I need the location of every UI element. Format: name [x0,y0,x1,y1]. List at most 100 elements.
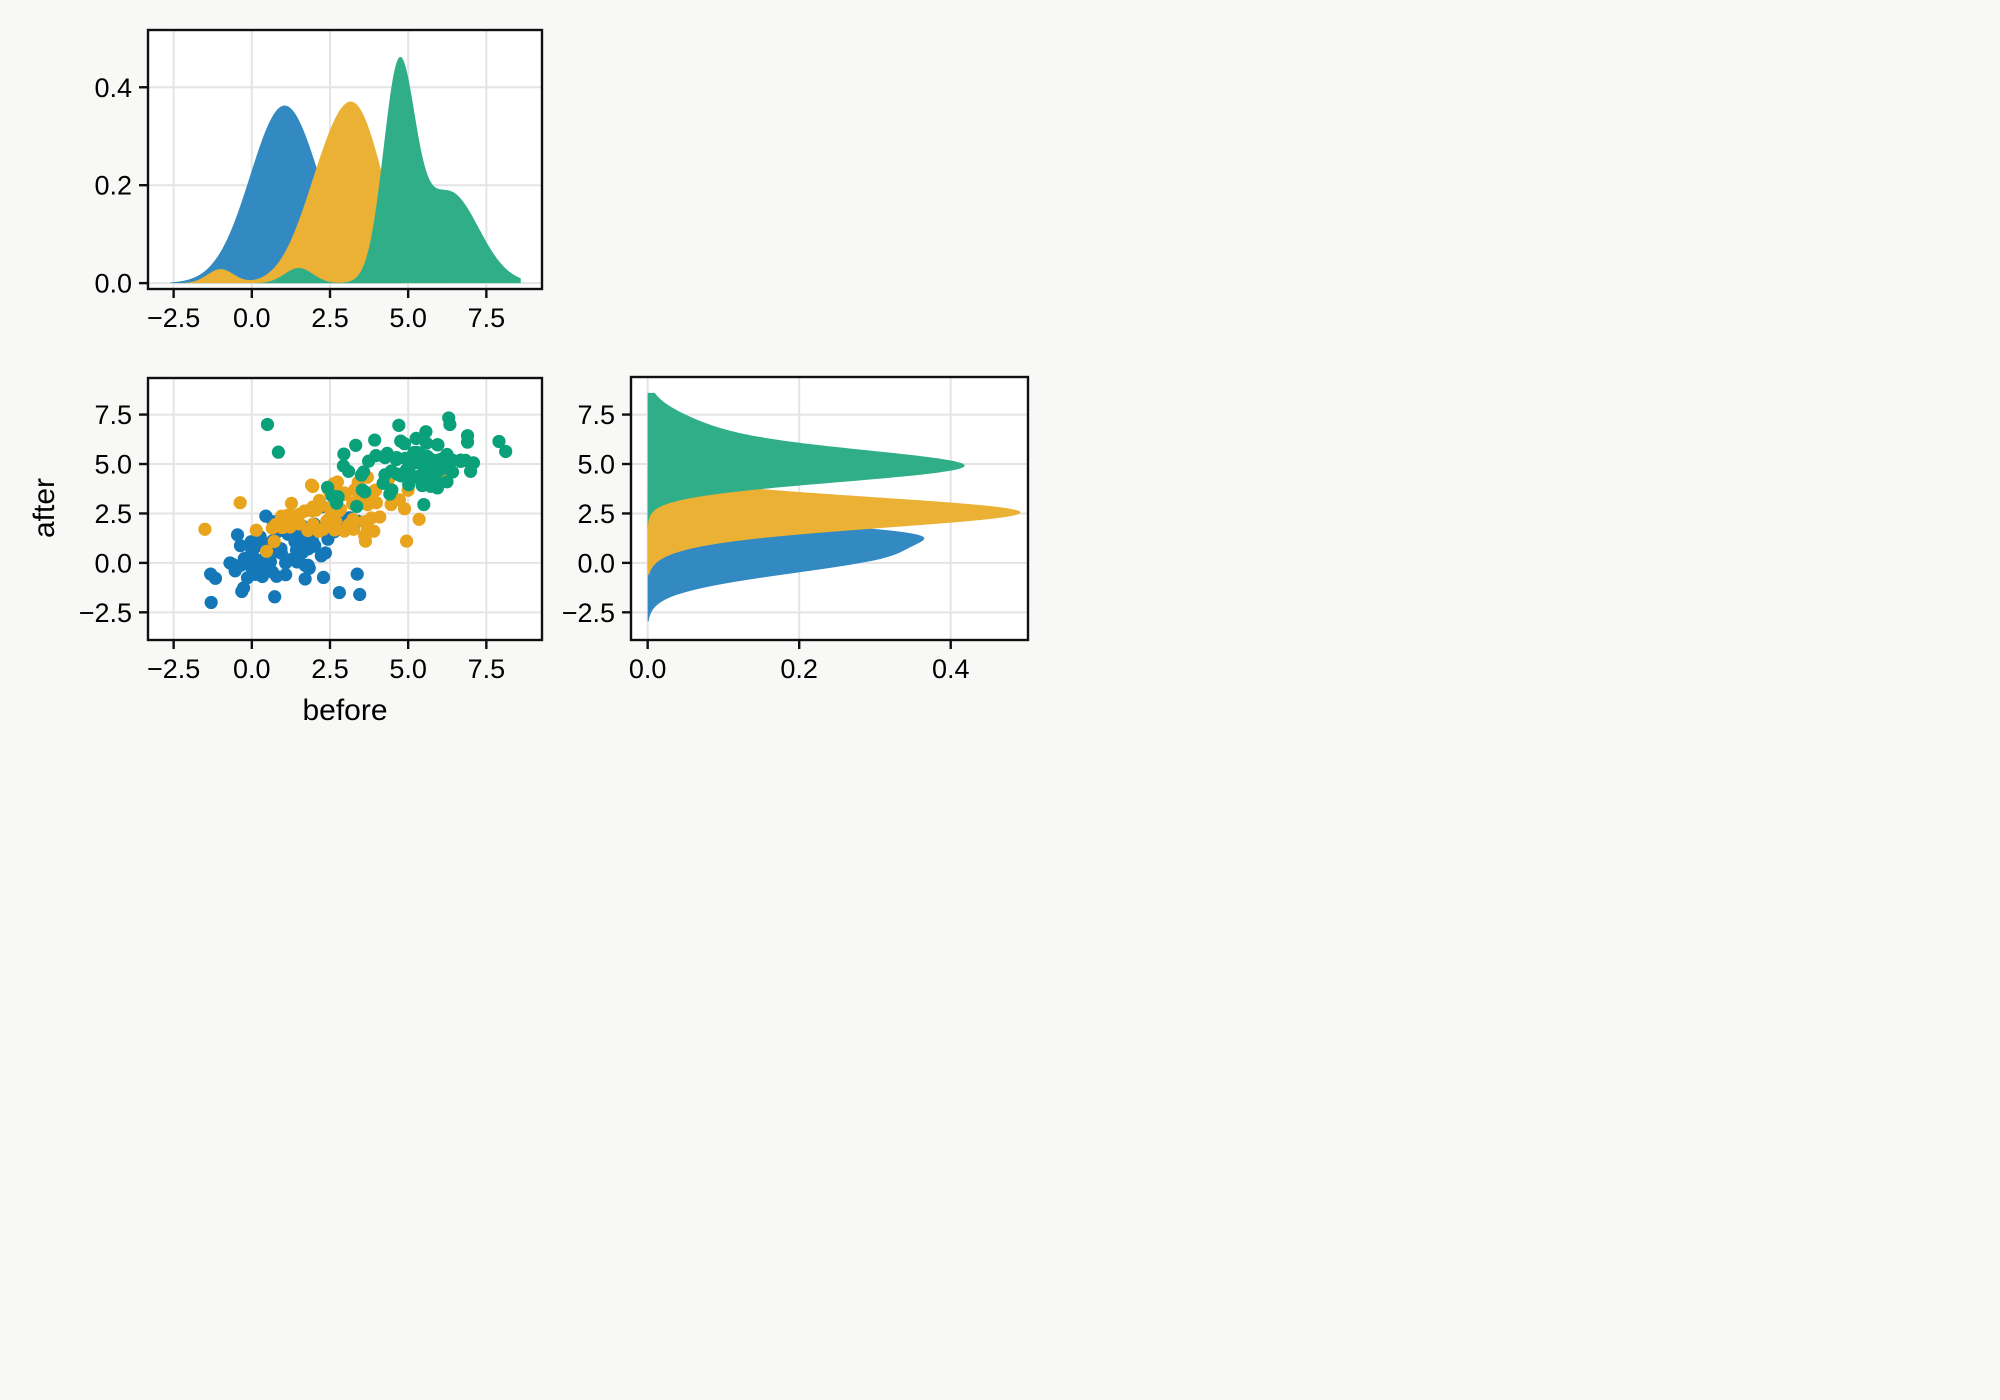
scatter-point-group-2 [198,522,212,536]
scatter-plot: −2.5 0.0 2.5 5.0 7.5 −2.5 0.0 2.5 5.0 7.5 [79,376,544,684]
plot-frame [146,376,544,642]
y-tick-label: 7.5 [94,400,132,430]
scatter-point-group-2 [249,523,263,537]
scatter-point-group-3 [320,480,335,494]
y-tick-label: 0.0 [94,269,132,299]
scatter-point-group-1 [321,532,335,546]
x-axis-label: before [302,694,388,727]
scatter-point-group-3 [383,487,397,501]
scatter-point-group-3 [445,453,460,467]
x-tick-label: 0.0 [629,654,667,684]
scatter-point-group-3 [350,499,364,514]
scatter-point-group-3 [349,438,363,452]
scatter-point-group-1 [350,567,364,581]
plot-frame [629,375,1030,642]
x-tick-label: 7.5 [468,303,506,333]
scatter-point-group-2 [284,496,299,510]
scatter-point-group-3 [440,475,454,489]
scatter-point-group-1 [237,581,251,595]
y-tick-label: 0.4 [94,73,132,103]
scatter-point-group-2 [412,512,426,526]
y-tick-label: 0.2 [94,171,132,201]
scatter-point-group-1 [230,528,245,542]
kde-area-group-3 [647,392,965,530]
scatter-point-group-2 [233,496,247,510]
scatter-point-group-3 [380,446,394,460]
plot-frame [146,28,544,291]
x-tick-label: 7.5 [468,654,506,684]
x-tick-label: −2.5 [147,303,200,333]
scatter-point-group-3 [368,433,382,447]
scatter-point-group-1 [259,509,273,523]
scatter-point-group-2 [384,497,398,512]
scatter-point-group-3 [417,497,431,512]
data-layer [647,392,1021,622]
y-tick-label: 0.0 [577,548,615,578]
kde-area-group-3 [254,56,521,284]
scatter-point-group-3 [337,447,351,461]
scatter-point-group-1 [208,571,223,585]
y-tick-label: 5.0 [94,450,132,480]
y-tick-label: 5.0 [577,450,615,480]
scatter-point-group-3 [358,485,372,499]
scatter-point-group-3 [409,431,423,446]
y-tick-label: −2.5 [79,598,132,628]
scatter-point-group-2 [369,496,383,510]
scatter-point-group-3 [410,456,424,470]
x-tick-label: 2.5 [311,654,349,684]
scatter-point-group-2 [301,523,315,538]
x-tick-label: 0.4 [932,654,970,684]
scatter-point-group-1 [298,572,312,586]
scatter-point-group-3 [260,417,275,432]
scatter-point-group-1 [308,538,322,553]
x-tick-label: 2.5 [311,303,349,333]
kde-area-group-2 [647,465,1021,575]
scatter-point-group-2 [341,518,356,532]
scatter-point-group-3 [392,418,406,432]
scatter-point-group-2 [259,544,274,558]
scatter-point-group-2 [267,534,281,549]
scatter-point-group-1 [250,561,264,575]
y-tick-label: −2.5 [562,598,615,628]
y-axis-label: after [28,477,61,539]
scatter-point-group-3 [492,434,506,449]
data-layer [198,411,513,610]
scatter-point-group-3 [271,445,285,459]
scatter-point-group-1 [233,539,248,553]
scatter-point-group-2 [265,521,279,535]
y-tick-label: 2.5 [94,499,132,529]
scatter-point-group-3 [437,461,451,475]
scatter-point-group-3 [430,438,445,452]
scatter-point-group-1 [204,595,218,610]
scatter-point-group-2 [309,503,323,517]
scatter-point-group-1 [316,570,331,585]
x-tick-label: 5.0 [389,303,427,333]
scatter-point-group-1 [314,549,328,563]
scatter-point-group-2 [292,507,306,521]
scatter-point-group-3 [357,465,371,479]
y-tick-label: 2.5 [577,499,615,529]
scatter-point-group-2 [400,534,414,548]
scatter-point-group-1 [332,585,346,600]
scatter-point-group-3 [331,490,345,504]
scatter-point-group-3 [336,459,350,473]
scatter-point-group-1 [301,558,315,572]
y-tick-label: 0.0 [94,548,132,578]
scatter-point-group-3 [397,437,412,451]
scatter-point-group-1 [289,543,304,557]
data-layer [170,56,521,284]
scatter-point-group-3 [499,444,513,459]
x-tick-label: −2.5 [147,654,200,684]
scatter-point-group-3 [424,463,438,478]
scatter-point-group-3 [419,436,434,450]
scatter-point-group-2 [358,528,372,543]
scatter-point-group-3 [413,469,427,483]
scatter-point-group-3 [362,454,376,468]
scatter-point-group-1 [269,569,284,583]
scatter-point-group-2 [357,515,371,529]
x-tick-label: 0.2 [780,654,818,684]
scatter-point-group-3 [443,417,457,432]
scatter-point-group-1 [290,555,304,569]
